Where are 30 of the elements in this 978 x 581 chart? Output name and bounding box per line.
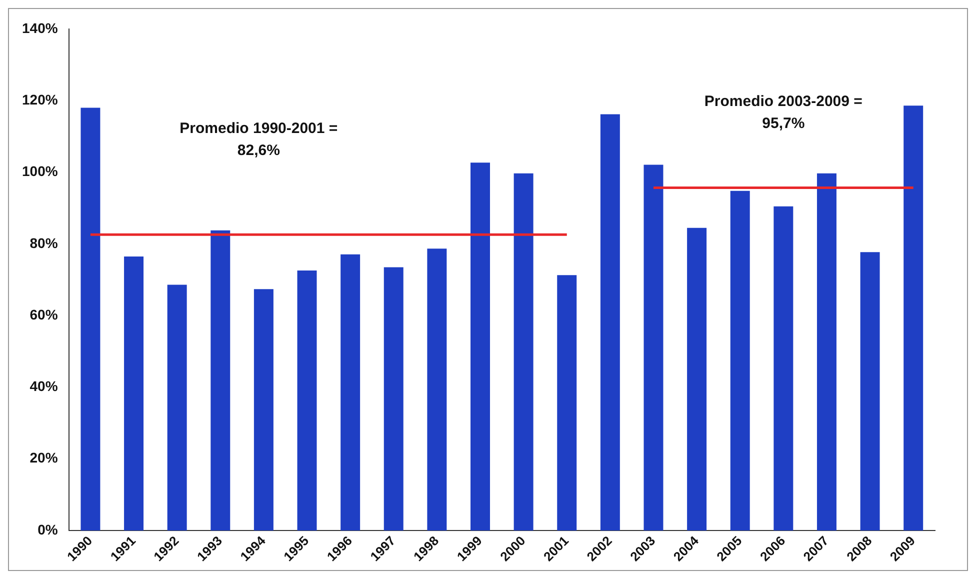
bar — [816, 173, 836, 531]
bar — [210, 230, 230, 531]
bar — [427, 248, 447, 531]
y-tick-label: 80% — [30, 234, 58, 251]
y-tick-label: 100% — [22, 163, 58, 180]
y-tick-label: 40% — [30, 378, 58, 394]
bar — [80, 108, 100, 531]
bar — [774, 206, 794, 531]
bar — [644, 164, 664, 531]
bar — [557, 275, 577, 531]
bar — [514, 173, 534, 531]
bar — [340, 254, 360, 531]
bar — [687, 228, 707, 531]
bar — [730, 190, 750, 531]
bar — [384, 267, 404, 531]
bar — [167, 284, 187, 531]
y-tick-label: 20% — [30, 450, 58, 466]
bar — [904, 106, 924, 531]
bar — [600, 114, 620, 531]
bar — [254, 289, 274, 531]
y-tick-label: 120% — [22, 92, 58, 108]
y-tick-label: 140% — [22, 20, 58, 36]
bar — [470, 162, 490, 531]
annotation: Promedio 1990-2001 = 82,6% — [180, 120, 338, 159]
y-tick-label: 0% — [38, 521, 58, 538]
bar — [124, 256, 144, 531]
annotation: Promedio 2003-2009 = 95,7% — [704, 92, 863, 132]
bar — [297, 270, 317, 531]
bar — [860, 252, 880, 531]
y-tick-label: 60% — [30, 306, 58, 322]
